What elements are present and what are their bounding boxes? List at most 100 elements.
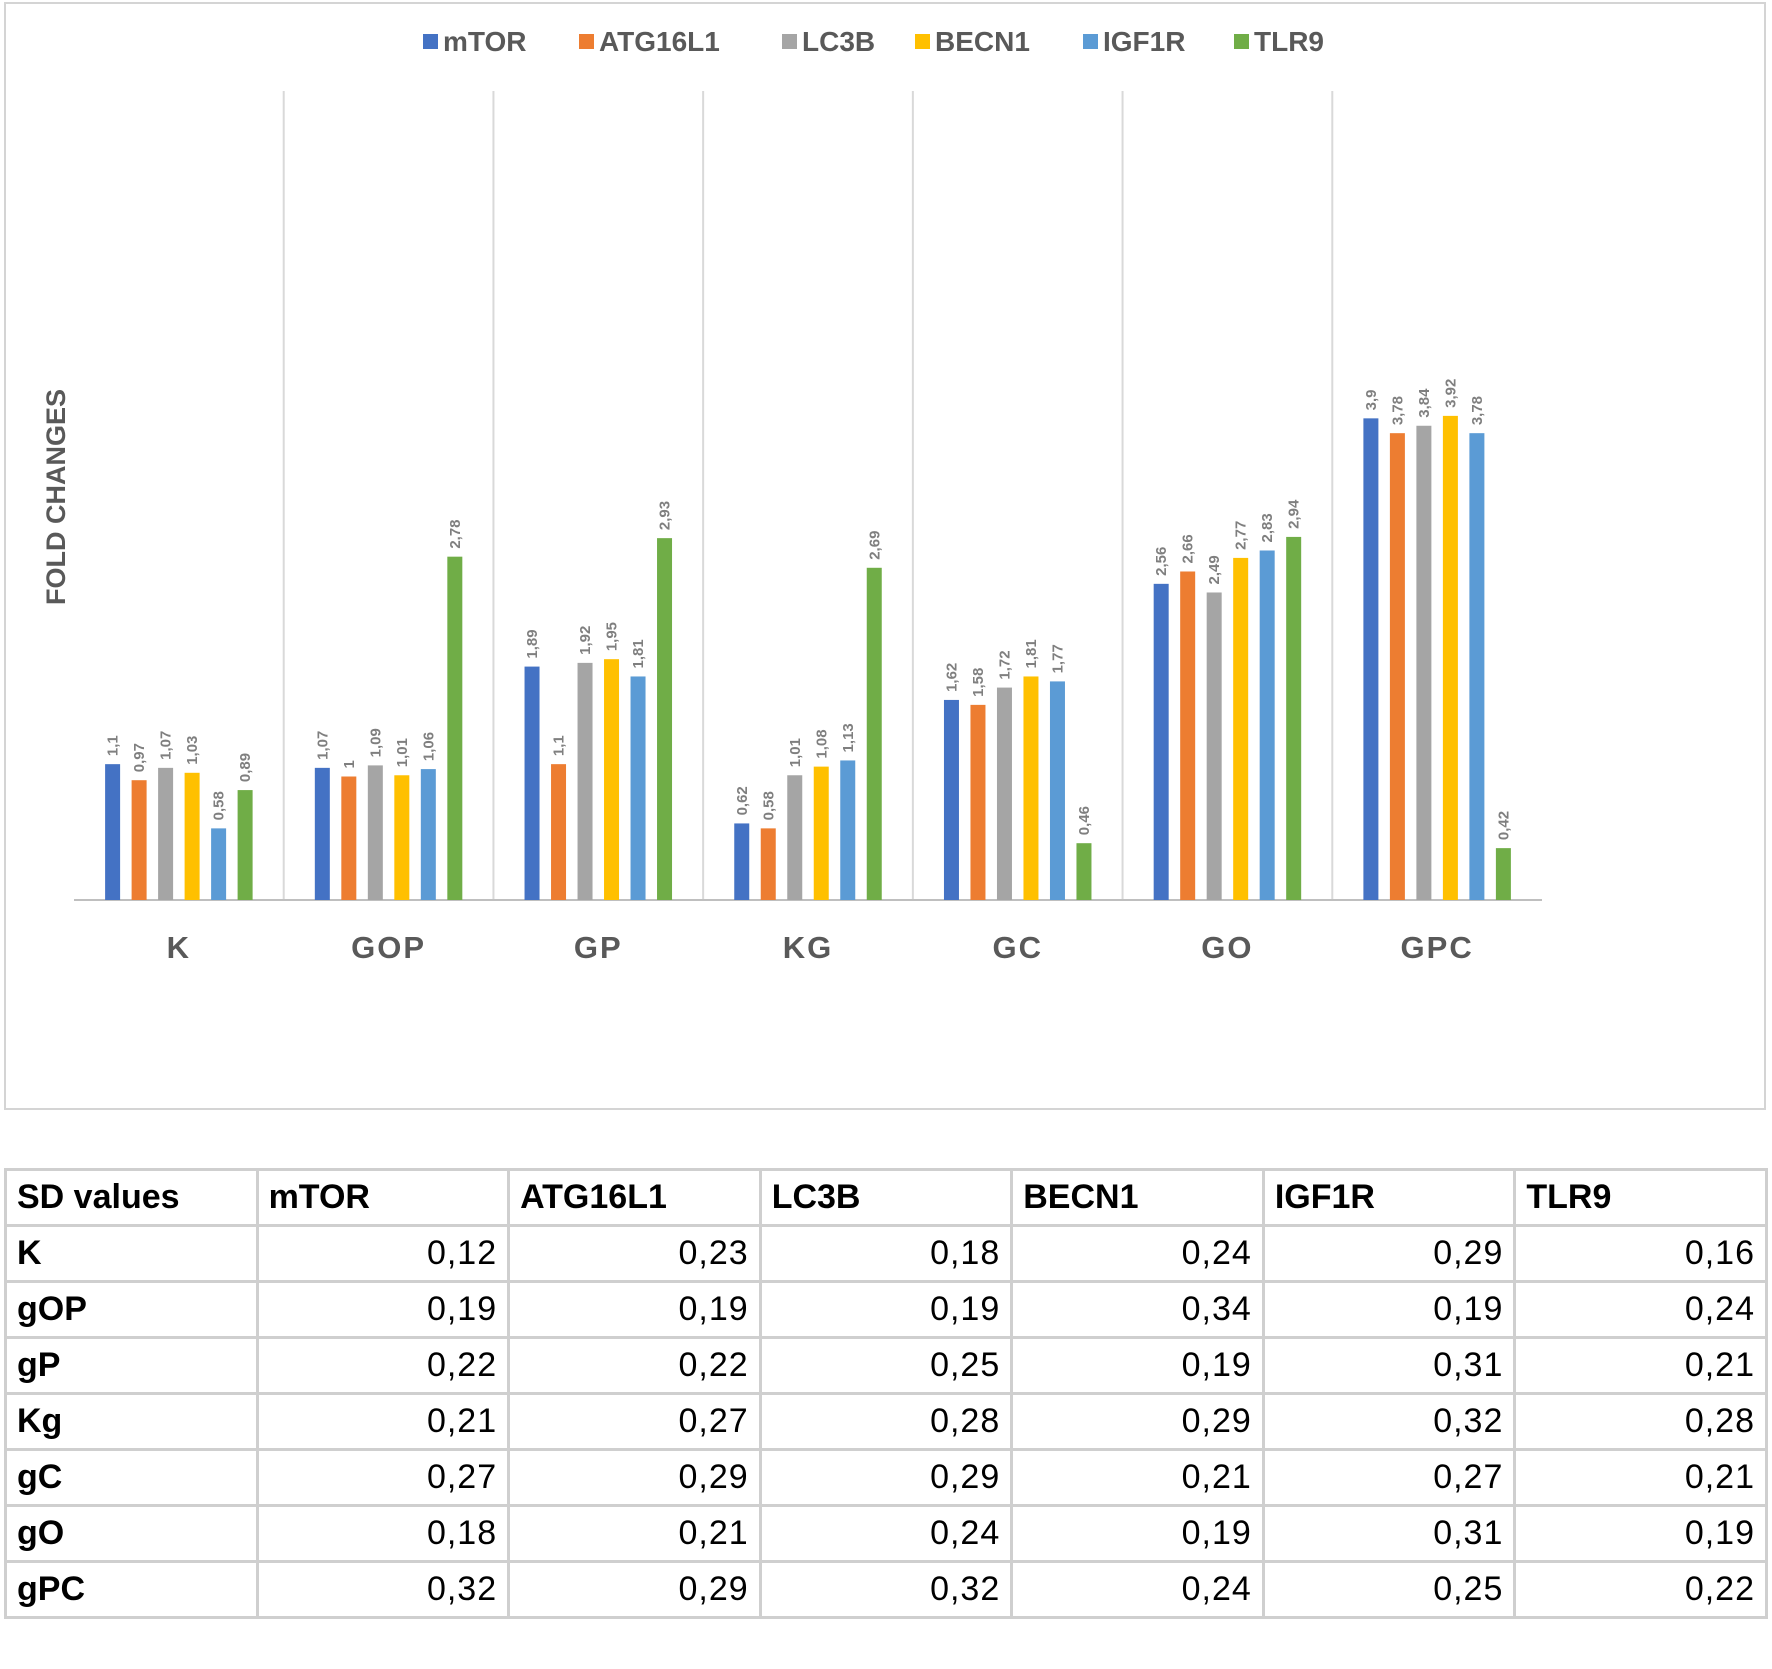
- data-label-gc-atg16l1: 1,58: [970, 668, 987, 697]
- table-cell: 0,19: [1261, 1280, 1517, 1339]
- table-cell: 0,29: [1010, 1392, 1265, 1451]
- table-row: Kg 0,21 0,27 0,28 0,29 0,32 0,28: [4, 1392, 1768, 1451]
- table-cell: 0,18: [255, 1504, 511, 1563]
- table-row: gP 0,22 0,22 0,25 0,19 0,31 0,21: [4, 1336, 1768, 1395]
- data-label-gpc-atg16l1: 3,78: [1389, 396, 1406, 425]
- bar-gc-igf1r: [1049, 681, 1065, 900]
- y-axis-label: FOLD CHANGES: [41, 389, 71, 605]
- table-cell: 0,16: [1513, 1224, 1768, 1283]
- x-tick-label: K: [167, 930, 191, 965]
- table-cell: 0,19: [255, 1280, 511, 1339]
- table-cell: 0,23: [507, 1224, 762, 1283]
- data-label-k-becn1: 1,03: [184, 736, 201, 765]
- table-row: gC 0,27 0,29 0,29 0,21 0,27 0,21: [4, 1448, 1768, 1507]
- table-header-cell: SD values: [4, 1168, 259, 1227]
- bar-gp-mtor: [524, 666, 540, 900]
- table-cell: 0,24: [1010, 1224, 1265, 1283]
- data-label-gp-igf1r: 1,81: [630, 639, 647, 668]
- bar-gpc-atg16l1: [1389, 433, 1405, 900]
- bar-gop-igf1r: [420, 769, 436, 900]
- data-label-gop-igf1r: 1,06: [420, 732, 437, 761]
- bar-k-lc3b: [158, 767, 174, 900]
- data-label-k-igf1r: 0,58: [211, 791, 228, 820]
- bar-kg-lc3b: [787, 775, 803, 900]
- bar-gp-igf1r: [630, 676, 646, 900]
- bar-chart: FOLD CHANGES 1,1 0,97 1,07 1,03 0,58 0,89 K 1,07…: [41, 26, 1542, 965]
- bar-gpc-lc3b: [1416, 425, 1432, 900]
- bar-kg-atg16l1: [760, 828, 776, 900]
- bar-gc-atg16l1: [970, 704, 986, 900]
- table-cell: 0,27: [255, 1448, 511, 1507]
- table-cell: 0,25: [1261, 1560, 1517, 1619]
- bar-kg-tlr9: [866, 567, 882, 900]
- x-tick-label: GPC: [1401, 930, 1474, 965]
- table-row-label: gPC: [4, 1560, 259, 1619]
- legend-entry-becn1: BECN1: [935, 26, 1030, 57]
- bar-go-igf1r: [1259, 550, 1275, 900]
- table-cell: 0,27: [1261, 1448, 1517, 1507]
- table-row-label: Kg: [4, 1392, 259, 1451]
- bar-gop-mtor: [314, 767, 330, 900]
- data-label-gp-mtor: 1,89: [524, 629, 541, 658]
- data-label-gc-mtor: 1,62: [943, 663, 960, 692]
- data-label-gc-becn1: 1,81: [1023, 639, 1040, 668]
- sd-values-table: SD values mTOR ATG16L1 LC3B BECN1 IGF1R TLR9 K 0…: [4, 1168, 1768, 1619]
- bar-gc-mtor: [943, 699, 959, 900]
- table-row: gO 0,18 0,21 0,24 0,19 0,31 0,19: [4, 1504, 1768, 1563]
- legend-swatch-mtor: [423, 34, 438, 49]
- data-label-k-atg16l1: 0,97: [131, 743, 148, 772]
- table-cell: 0,28: [1513, 1392, 1768, 1451]
- data-label-go-tlr9: 2,94: [1286, 499, 1303, 529]
- data-label-go-igf1r: 2,83: [1259, 513, 1276, 542]
- bar-go-atg16l1: [1180, 571, 1196, 900]
- data-label-gc-lc3b: 1,72: [996, 650, 1013, 679]
- table-header-cell: LC3B: [758, 1168, 1014, 1227]
- data-label-go-becn1: 2,77: [1233, 521, 1250, 550]
- table-cell: 0,19: [1513, 1504, 1768, 1563]
- table-cell: 0,24: [1513, 1280, 1768, 1339]
- legend-entry-mtor: mTOR: [443, 26, 527, 57]
- table-header-cell: TLR9: [1513, 1168, 1768, 1227]
- data-label-kg-igf1r: 1,13: [840, 723, 857, 752]
- table-cell: 0,19: [507, 1280, 762, 1339]
- bar-gpc-tlr9: [1495, 848, 1511, 900]
- table-header-cell: mTOR: [255, 1168, 511, 1227]
- data-label-k-tlr9: 0,89: [237, 753, 254, 782]
- data-label-gp-atg16l1: 1,1: [551, 735, 568, 756]
- legend-entry-lc3b: LC3B: [802, 26, 875, 57]
- bar-gpc-mtor: [1363, 418, 1379, 900]
- legend-entry-igf1r: IGF1R: [1103, 26, 1185, 57]
- data-label-go-lc3b: 2,49: [1206, 555, 1223, 584]
- data-label-gc-tlr9: 0,46: [1076, 806, 1093, 835]
- data-label-kg-becn1: 1,08: [813, 729, 830, 758]
- data-label-gpc-igf1r: 3,78: [1469, 396, 1486, 425]
- bar-gpc-becn1: [1442, 415, 1458, 900]
- table-cell: 0,29: [507, 1560, 762, 1619]
- table-cell: 0,21: [1513, 1336, 1768, 1395]
- table-cell: 0,21: [1513, 1448, 1768, 1507]
- data-label-gpc-mtor: 3,9: [1363, 389, 1380, 410]
- bar-go-lc3b: [1206, 592, 1222, 900]
- bar-kg-becn1: [813, 766, 829, 900]
- table-cell: 0,32: [255, 1560, 511, 1619]
- table-cell: 0,29: [758, 1448, 1014, 1507]
- data-label-gpc-lc3b: 3,84: [1416, 388, 1433, 418]
- bar-kg-igf1r: [840, 760, 856, 900]
- bar-gc-tlr9: [1076, 843, 1092, 900]
- table-cell: 0,21: [255, 1392, 511, 1451]
- bar-k-mtor: [105, 764, 121, 900]
- data-label-gp-becn1: 1,95: [604, 622, 621, 651]
- table-cell: 0,22: [507, 1336, 762, 1395]
- data-label-gop-mtor: 1,07: [314, 731, 331, 760]
- data-label-gop-lc3b: 1,09: [367, 728, 384, 757]
- bar-kg-mtor: [734, 823, 750, 900]
- table-cell: 0,22: [255, 1336, 511, 1395]
- table-cell: 0,34: [1010, 1280, 1265, 1339]
- table-cell: 0,32: [1261, 1392, 1517, 1451]
- table-row-label: gC: [4, 1448, 259, 1507]
- data-label-gp-lc3b: 1,92: [577, 626, 594, 655]
- table-cell: 0,29: [1261, 1224, 1517, 1283]
- table-header-row: SD values mTOR ATG16L1 LC3B BECN1 IGF1R TLR9: [4, 1168, 1768, 1227]
- x-tick-label: KG: [783, 930, 834, 965]
- data-label-kg-mtor: 0,62: [734, 786, 751, 815]
